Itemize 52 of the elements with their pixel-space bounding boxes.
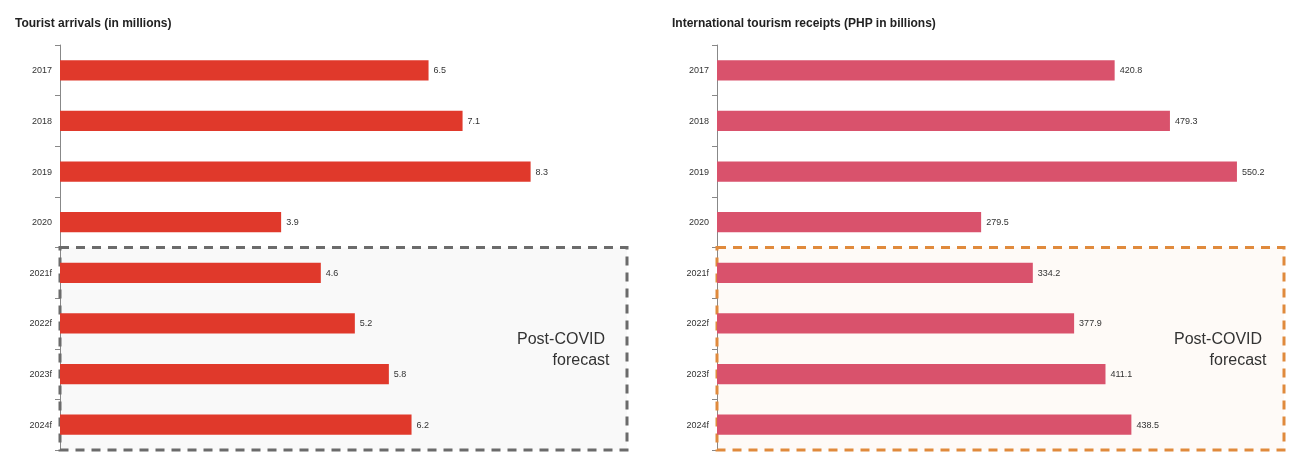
bar [717, 110, 1170, 132]
y-tick-label: 2017 [31, 65, 52, 76]
bar [717, 60, 1115, 81]
y-tick-label: 2022f [686, 318, 710, 329]
band-label: Post-COVID forecast [1174, 329, 1268, 368]
y-tick-label: 2017 [688, 65, 709, 76]
y-tick-label: 2023f [29, 369, 53, 380]
bar [60, 212, 282, 233]
bar [60, 110, 463, 132]
data-label: 4.6 [325, 267, 339, 278]
data-label: 279.5 [986, 217, 1009, 228]
bar [717, 313, 1075, 334]
data-label: 438.5 [1136, 419, 1159, 430]
bar [60, 60, 429, 81]
data-label: 479.3 [1174, 115, 1198, 126]
bar [717, 212, 982, 233]
data-label: 5.2 [359, 318, 373, 329]
y-tick-label: 2021f [29, 267, 53, 278]
data-label: 377.9 [1079, 318, 1102, 329]
chart-title: Tourist arrivals (in millions) [15, 16, 172, 30]
y-tick-label: 2024f [29, 419, 53, 430]
y-tick-label: 2018 [688, 115, 709, 126]
chart-title: International tourism receipts (PHP in billions) [672, 16, 936, 30]
bar [717, 414, 1132, 435]
data-label: 8.3 [535, 166, 549, 177]
y-tick-label: 2024f [686, 419, 710, 430]
bar [60, 262, 321, 283]
y-tick-label: 2018 [31, 115, 52, 126]
y-tick-label: 2022f [29, 318, 53, 329]
data-label: 550.2 [1241, 166, 1265, 177]
bar [717, 262, 1033, 283]
data-label: 411.1 [1110, 369, 1133, 380]
y-tick-label: 2021f [686, 267, 710, 278]
y-tick-label: 2019 [688, 166, 709, 177]
y-tick-label: 2019 [31, 166, 52, 177]
bar [60, 363, 389, 385]
data-label: 3.9 [286, 217, 299, 228]
band-label: Post-COVID forecast [517, 329, 611, 368]
bar [60, 313, 355, 334]
data-label: 6.5 [433, 65, 447, 76]
bar [717, 363, 1106, 385]
bar [717, 161, 1237, 182]
y-tick-label: 2020 [688, 217, 709, 228]
y-tick-label: 2023f [686, 369, 710, 380]
data-label: 420.8 [1119, 65, 1143, 76]
bar [60, 161, 531, 182]
data-label: 334.2 [1037, 267, 1061, 278]
data-label: 6.2 [416, 419, 430, 430]
data-label: 5.8 [393, 369, 407, 380]
y-tick-label: 2020 [31, 217, 52, 228]
bar [60, 414, 412, 435]
data-label: 7.1 [467, 115, 481, 126]
